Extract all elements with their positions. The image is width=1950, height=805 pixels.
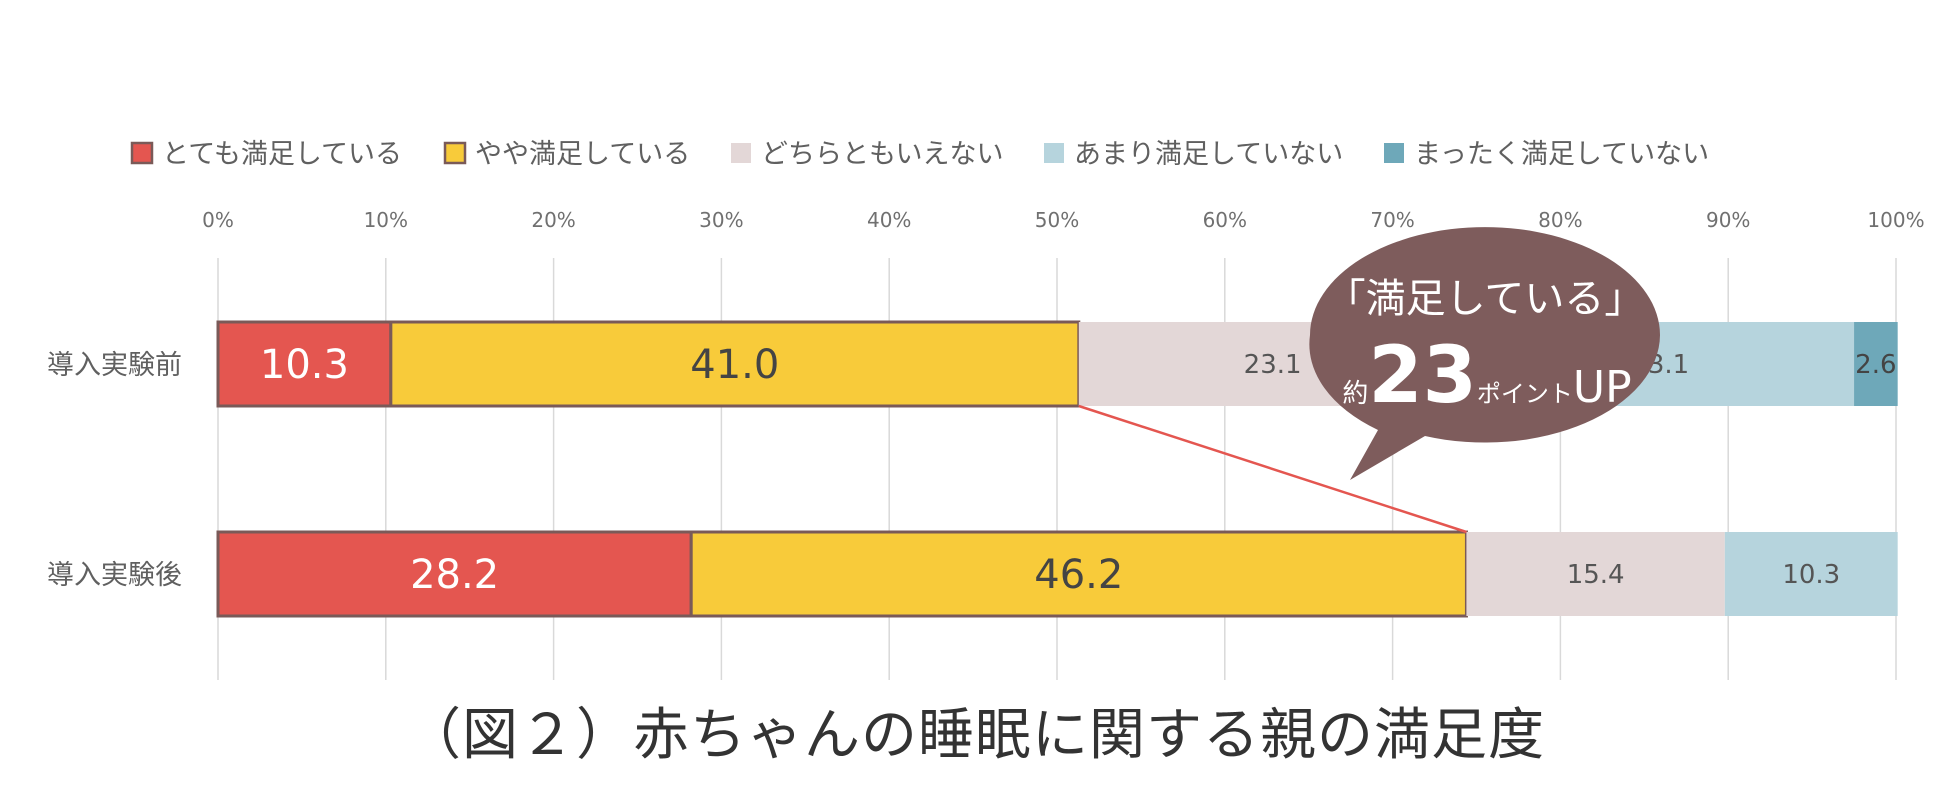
data-label: 41.0: [690, 342, 779, 388]
legend-swatch: [1044, 143, 1064, 163]
bar-segment: [1724, 532, 1898, 616]
data-label: 15.4: [1567, 560, 1625, 590]
x-tick-label: 0%: [202, 208, 234, 232]
bars: 10.3 41.0 23.1 23.1 2.628.2 46.2 15.4 10.3: [216, 320, 1898, 618]
bar-segment: [216, 530, 693, 618]
x-tick-label: 70%: [1370, 208, 1414, 232]
x-tick-label: 60%: [1203, 208, 1247, 232]
legend: とても満足している やや満足している どちらともいえない あまり満足していない まったく…: [130, 139, 1709, 170]
figure-caption: （図２）赤ちゃんの睡眠に関する親の満足度: [405, 703, 1545, 768]
data-label: 10.3: [1782, 560, 1840, 590]
legend-label: とても満足している: [162, 139, 402, 170]
category-label: 導入実験前: [47, 350, 182, 381]
x-tick-label: 20%: [531, 208, 575, 232]
x-tick-label: 10%: [364, 208, 408, 232]
data-label: 10.3: [260, 342, 349, 388]
category-label: 導入実験後: [47, 560, 182, 591]
data-label: 2.6: [1855, 350, 1896, 380]
legend-label: どちらともいえない: [761, 139, 1003, 170]
bar-segment: [1854, 322, 1898, 406]
stacked-bar-chart: とても満足している やや満足している どちらともいえない あまり満足していない まったく…: [47, 139, 1925, 680]
legend-label: やや満足している: [475, 139, 690, 170]
callout-number: 23: [1368, 331, 1477, 421]
x-tick-label: 40%: [867, 208, 911, 232]
bar-segment: [1466, 532, 1725, 616]
callout-suffix-large: UP: [1573, 362, 1632, 413]
callout-bubble: [1309, 227, 1660, 480]
data-label: 23.1: [1244, 350, 1302, 380]
data-label: 46.2: [1034, 552, 1123, 598]
legend-swatch: [130, 141, 154, 165]
callout-prefix: 約: [1342, 379, 1368, 409]
callout-suffix-small: ポイント: [1477, 380, 1573, 408]
data-label: 28.2: [410, 552, 499, 598]
legend-label: まったく満足していない: [1414, 139, 1709, 170]
x-tick-label: 100%: [1867, 208, 1924, 232]
x-tick-label: 30%: [699, 208, 743, 232]
legend-swatch: [731, 143, 751, 163]
x-axis-ticks: 0% 10% 20% 30% 40% 50% 60% 70% 80% 90% 100%: [202, 208, 1924, 232]
x-tick-label: 90%: [1706, 208, 1750, 232]
legend-swatch: [443, 141, 467, 165]
callout: 「満足している」 約23ポイントUP: [1309, 227, 1660, 480]
legend-label: あまり満足していない: [1074, 139, 1343, 170]
legend-swatch: [1384, 143, 1404, 163]
x-tick-label: 80%: [1538, 208, 1582, 232]
bar-segment: [216, 320, 393, 408]
bar-segment: [689, 530, 1468, 618]
callout-title: 「満足している」: [1326, 276, 1645, 322]
callout-value: 約23ポイントUP: [1342, 331, 1631, 421]
x-tick-label: 50%: [1035, 208, 1079, 232]
connector-line: [1078, 404, 1467, 534]
